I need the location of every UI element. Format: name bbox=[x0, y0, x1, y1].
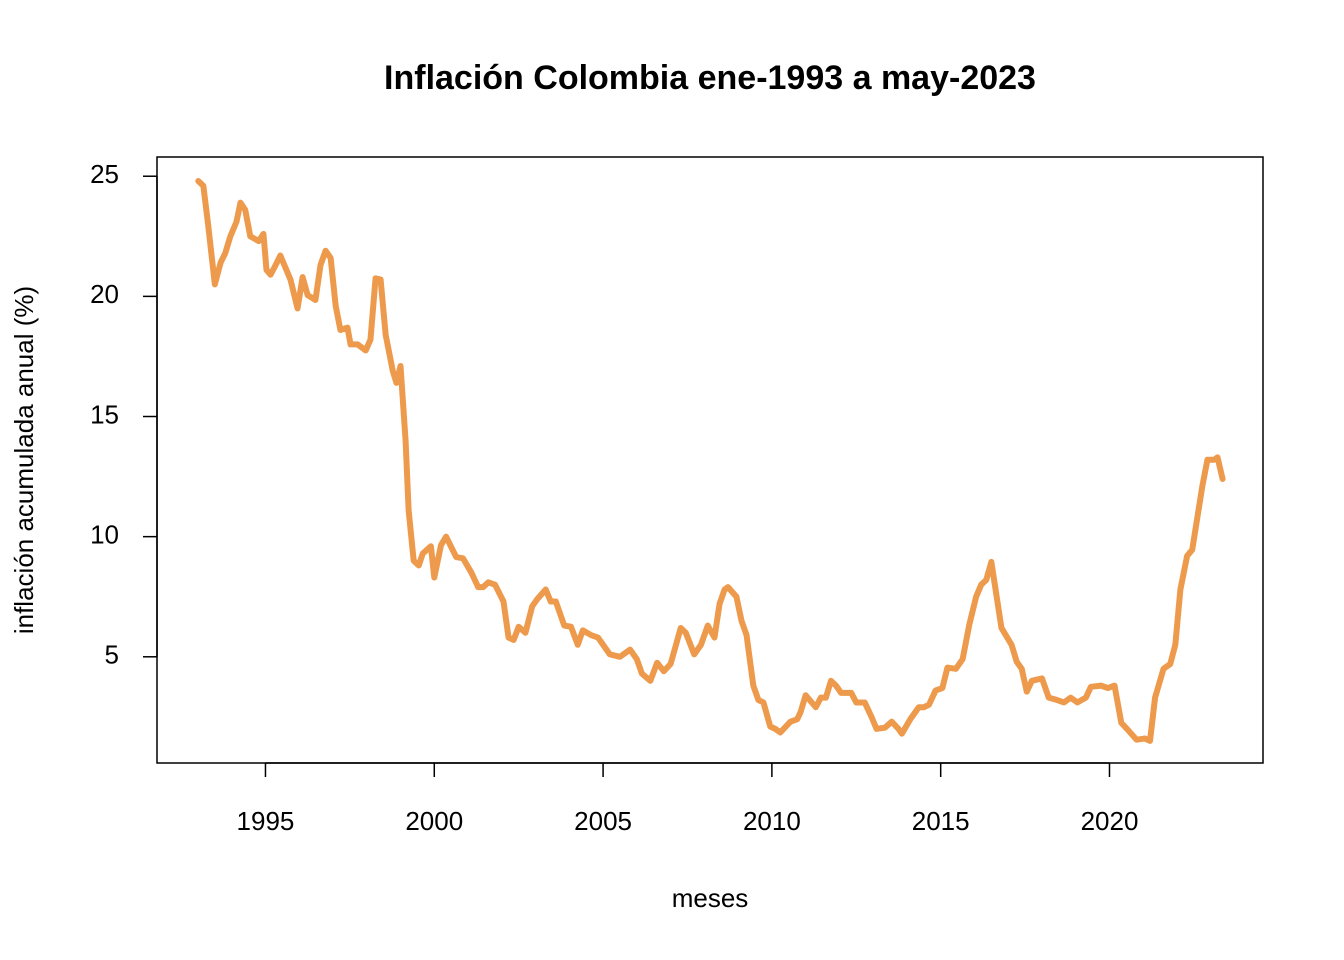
x-axis-title: meses bbox=[672, 883, 749, 913]
x-tick-label: 2005 bbox=[574, 806, 632, 836]
x-tick-label: 2020 bbox=[1081, 806, 1139, 836]
plot-frame bbox=[156, 156, 1264, 764]
y-tick-label: 5 bbox=[105, 640, 119, 670]
data-line bbox=[195, 178, 1226, 744]
y-tick-label: 15 bbox=[90, 399, 119, 429]
y-tick-label: 20 bbox=[90, 279, 119, 309]
x-tick-label: 1995 bbox=[237, 806, 295, 836]
x-tick-label: 2015 bbox=[912, 806, 970, 836]
x-tick-label: 2010 bbox=[743, 806, 801, 836]
y-axis-title: inflación acumulada anual (%) bbox=[9, 286, 39, 634]
y-tick-label: 10 bbox=[90, 520, 119, 550]
chart-title: Inflación Colombia ene-1993 a may-2023 bbox=[384, 59, 1036, 97]
x-tick-label: 2000 bbox=[405, 806, 463, 836]
y-tick-label: 25 bbox=[90, 159, 119, 189]
